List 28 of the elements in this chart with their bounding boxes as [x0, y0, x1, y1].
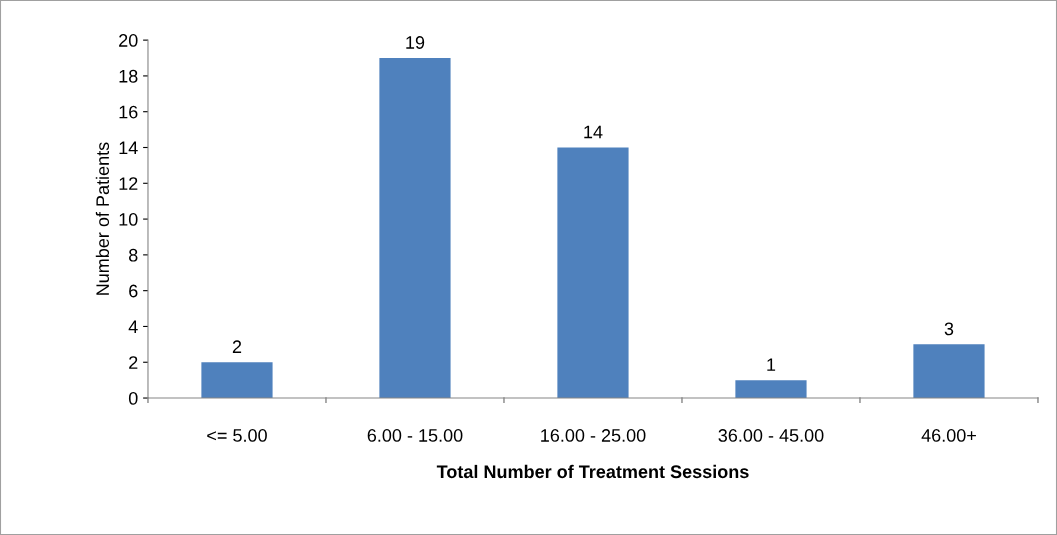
y-tick-label: 10 — [119, 213, 138, 226]
y-tick-label: 4 — [128, 320, 138, 333]
bar — [913, 344, 985, 399]
y-axis-title: Number of Patients — [95, 142, 110, 295]
y-tick-label: 0 — [128, 391, 138, 405]
y-tick-label: 12 — [119, 177, 138, 190]
y-tick-label: 6 — [129, 284, 138, 298]
bar — [557, 147, 629, 399]
x-tick-label: <= 5.00 — [207, 429, 267, 442]
bar — [201, 362, 273, 399]
data-label: 14 — [584, 125, 603, 139]
data-label: 3 — [944, 322, 954, 336]
y-tick-label: 14 — [119, 141, 138, 155]
y-tick-label: 18 — [119, 69, 138, 83]
x-axis-title: Total Number of Treatment Sessions — [436, 464, 749, 479]
x-tick-label: 16.00 - 25.00 — [541, 429, 646, 442]
data-label: 2 — [232, 340, 242, 353]
y-tick-label: 20 — [119, 34, 138, 47]
bar — [735, 380, 807, 399]
x-tick-label: 6.00 - 15.00 — [367, 429, 463, 442]
data-label: 1 — [767, 358, 776, 371]
x-tick-label: 36.00 - 45.00 — [718, 429, 824, 442]
x-tick-label: 46.00+ — [921, 429, 976, 442]
y-tick-label: 2 — [129, 356, 138, 369]
y-tick-label: 16 — [119, 105, 138, 119]
bar — [379, 58, 451, 399]
y-tick-label: 8 — [129, 248, 138, 262]
data-label: 19 — [406, 36, 425, 49]
